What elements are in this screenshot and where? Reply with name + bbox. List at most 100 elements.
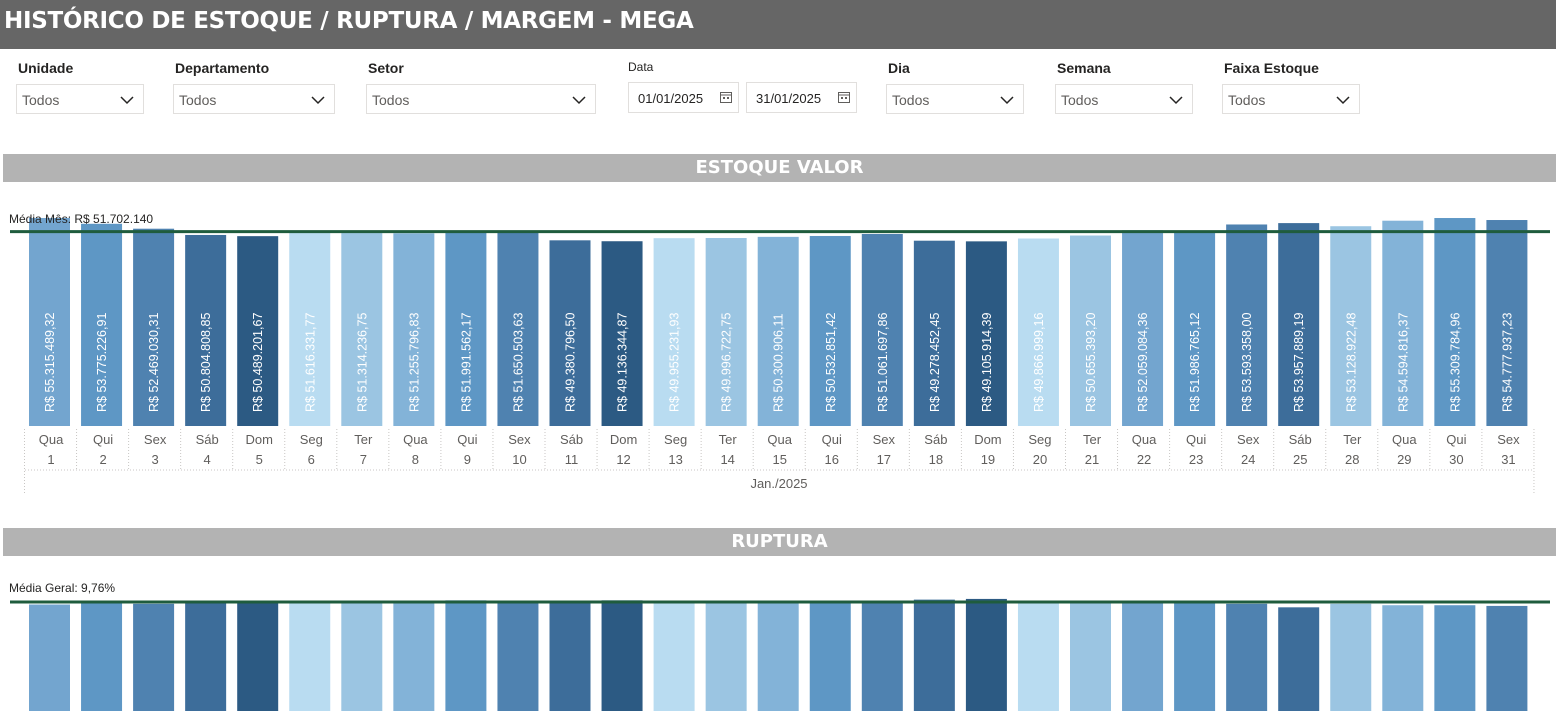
x-tick-weekday: Sex [508,432,531,447]
bar[interactable] [1330,226,1372,426]
x-tick-day: 20 [1033,452,1047,467]
bar[interactable] [81,603,123,711]
bar[interactable] [1070,235,1111,426]
bar[interactable] [133,228,175,426]
bar[interactable] [133,603,175,711]
x-tick-day: 29 [1397,452,1411,467]
x-tick-day: 23 [1189,452,1203,467]
x-tick-weekday: Qua [39,432,64,447]
bar[interactable] [809,601,851,711]
bar[interactable] [757,602,799,711]
bar[interactable] [965,598,1007,711]
bar-data-label: R$ 53.957.889,19 [1292,313,1306,412]
bar[interactable] [1122,230,1164,426]
bar[interactable] [1017,238,1059,426]
bar[interactable] [1434,605,1476,711]
bar[interactable] [1278,607,1320,711]
bar[interactable] [289,231,331,426]
bar[interactable] [1330,603,1372,711]
bar[interactable] [705,602,747,711]
bar[interactable] [341,603,383,711]
bar-data-label: R$ 52.469.030,31 [147,313,161,412]
bar[interactable] [549,240,591,426]
bar[interactable] [237,601,279,711]
departamento-dropdown[interactable]: Todos [173,84,335,114]
bar[interactable] [653,601,695,711]
bar[interactable] [1174,602,1216,711]
bar[interactable] [185,602,227,711]
bar[interactable] [705,237,747,426]
bar-data-label: R$ 50.532.851,42 [824,313,838,412]
bar[interactable] [1278,223,1320,426]
average-label: Média Geral: 9,76% [9,581,115,595]
bar-data-label: R$ 51.986.765,12 [1188,313,1202,412]
faixa-estoque-dropdown[interactable]: Todos [1222,84,1360,114]
bar[interactable] [1486,605,1528,711]
bar[interactable] [809,235,851,426]
x-tick-weekday: Sáb [560,432,583,447]
bar-data-label: R$ 50.300.906,11 [772,313,786,412]
bar[interactable] [1226,603,1268,711]
bar[interactable] [1017,601,1059,711]
calendar-icon[interactable] [720,91,732,103]
date-start-input[interactable]: 01/01/2025 [628,82,739,113]
bar[interactable] [1382,605,1424,711]
setor-dropdown[interactable]: Todos [366,84,596,114]
bar-data-label: R$ 51.650.503,63 [511,313,525,412]
bar[interactable] [1122,602,1164,711]
dropdown-value: Todos [372,92,410,108]
bar[interactable] [29,218,70,426]
x-tick-day: 12 [616,452,630,467]
bar[interactable] [1226,224,1268,426]
bar[interactable] [757,236,799,426]
x-tick-weekday: Sex [1237,432,1260,447]
bar[interactable] [237,236,279,426]
bar[interactable] [601,600,643,711]
x-tick-day: 25 [1293,452,1307,467]
x-tick-weekday: Qui [457,432,477,447]
slicer-label: Data [628,60,654,74]
bar[interactable] [913,240,955,426]
estoque-valor-header: ESTOQUE VALOR [3,154,1556,182]
bar[interactable] [549,601,591,711]
date-end-value: 31/01/2025 [756,91,822,106]
x-tick-weekday: Sáb [1289,432,1312,447]
x-tick-weekday: Dom [974,432,1001,447]
bar[interactable] [497,601,539,711]
bar[interactable] [445,600,487,711]
bar[interactable] [185,234,227,426]
bar[interactable] [289,603,331,711]
bar-data-label: R$ 51.314.236,75 [355,313,369,412]
date-end-input[interactable]: 31/01/2025 [746,82,857,113]
bar[interactable] [861,233,903,426]
x-tick-weekday: Dom [245,432,272,447]
bar[interactable] [445,230,487,426]
bar[interactable] [1434,218,1476,426]
bar[interactable] [913,599,955,711]
bar[interactable] [1382,220,1424,426]
bar[interactable] [1486,220,1528,426]
x-tick-day: 6 [308,452,315,467]
bar[interactable] [1174,230,1216,426]
bar[interactable] [29,604,70,711]
unidade-dropdown[interactable]: Todos [16,84,144,114]
bar[interactable] [393,233,435,426]
bar[interactable] [393,602,435,711]
bar-data-label: R$ 49.380.796,50 [564,313,578,412]
bar[interactable] [601,241,643,426]
x-tick-weekday: Qui [93,432,113,447]
bar[interactable] [341,233,383,426]
bar[interactable] [1070,602,1111,711]
x-tick-weekday: Dom [610,432,637,447]
dropdown-value: Todos [892,92,930,108]
bar[interactable] [861,601,903,711]
semana-dropdown[interactable]: Todos [1055,84,1193,114]
bar[interactable] [81,223,123,426]
dia-dropdown[interactable]: Todos [886,84,1024,114]
x-group-label: Jan./2025 [750,476,807,491]
calendar-icon[interactable] [838,91,850,103]
bar[interactable] [653,238,695,426]
bar[interactable] [965,241,1007,426]
bar[interactable] [497,231,539,426]
x-tick-day: 16 [825,452,839,467]
